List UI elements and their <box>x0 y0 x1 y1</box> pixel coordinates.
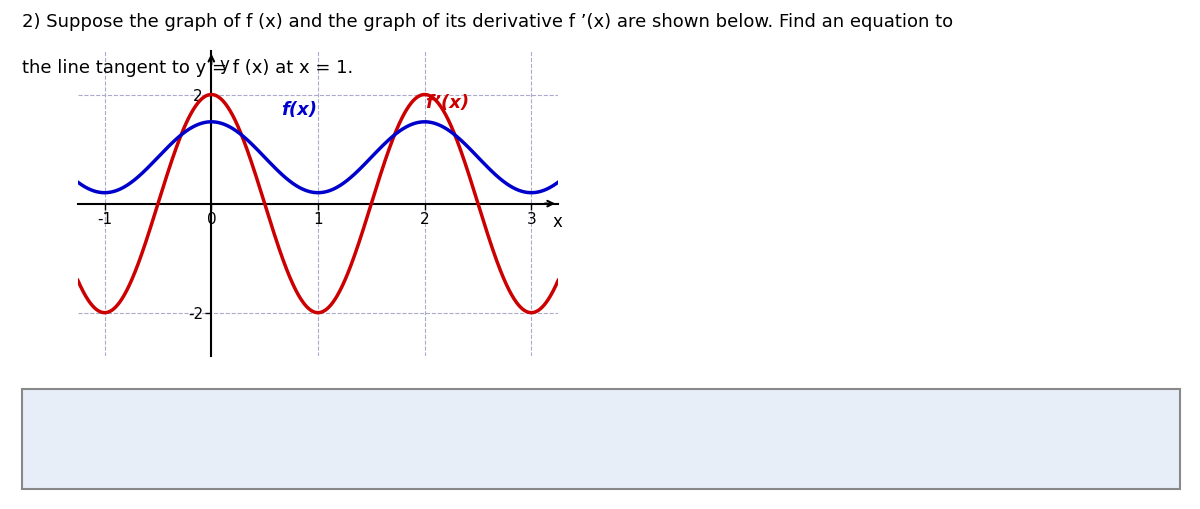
Text: x: x <box>553 213 563 232</box>
Text: the line tangent to y = f (x) at x = 1.: the line tangent to y = f (x) at x = 1. <box>22 59 353 76</box>
Text: y: y <box>220 56 229 74</box>
Text: f(x): f(x) <box>281 101 317 119</box>
Text: f’(x): f’(x) <box>425 94 469 112</box>
Text: 2) Suppose the graph of f (x) and the graph of its derivative f ’(x) are shown b: 2) Suppose the graph of f (x) and the gr… <box>22 13 953 31</box>
